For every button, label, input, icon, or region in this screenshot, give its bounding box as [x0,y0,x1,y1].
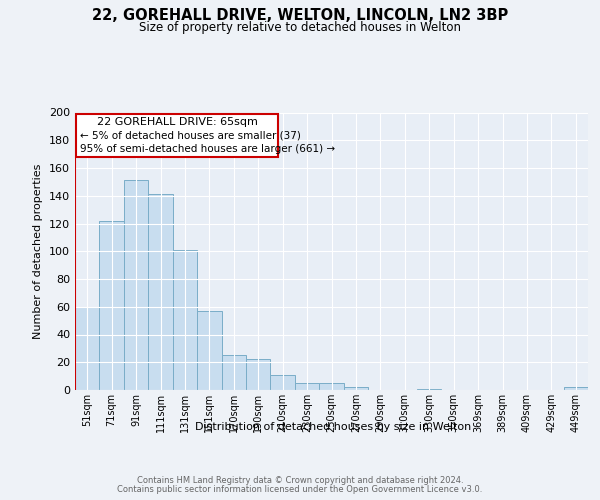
Bar [319,383,344,390]
Bar [124,180,148,390]
Y-axis label: Number of detached properties: Number of detached properties [34,164,43,339]
Text: 22, GOREHALL DRIVE, WELTON, LINCOLN, LN2 3BP: 22, GOREHALL DRIVE, WELTON, LINCOLN, LN2… [92,8,508,22]
Bar [221,356,246,390]
Bar [563,387,588,390]
Text: ← 5% of detached houses are smaller (37): ← 5% of detached houses are smaller (37) [80,130,301,140]
Bar [100,220,124,390]
Bar [417,388,442,390]
Bar [173,250,197,390]
Bar [344,387,368,390]
Text: Size of property relative to detached houses in Welton: Size of property relative to detached ho… [139,21,461,34]
Text: Contains HM Land Registry data © Crown copyright and database right 2024.: Contains HM Land Registry data © Crown c… [137,476,463,485]
Bar [295,383,319,390]
Bar [246,360,271,390]
Bar [75,306,100,390]
Bar [197,311,221,390]
Bar [148,194,173,390]
FancyBboxPatch shape [76,114,278,157]
Text: Distribution of detached houses by size in Welton: Distribution of detached houses by size … [195,422,471,432]
Bar [271,374,295,390]
Text: 95% of semi-detached houses are larger (661) →: 95% of semi-detached houses are larger (… [80,144,335,154]
Text: Contains public sector information licensed under the Open Government Licence v3: Contains public sector information licen… [118,485,482,494]
Text: 22 GOREHALL DRIVE: 65sqm: 22 GOREHALL DRIVE: 65sqm [97,116,257,126]
